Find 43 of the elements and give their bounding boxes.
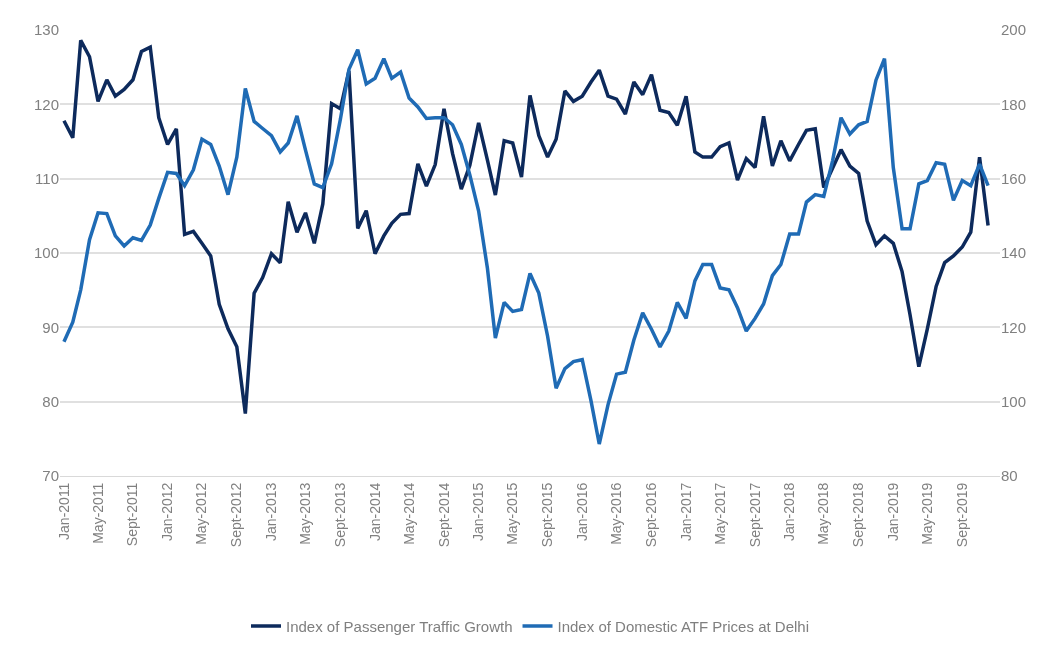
y2-tick-label: 100 <box>1001 392 1027 410</box>
y-tick-label: 130 <box>33 21 59 39</box>
x-tick-label: May-2018 <box>815 482 832 545</box>
x-tick-label: Sept-2015 <box>539 482 556 548</box>
x-tick-label: Jan-2013 <box>262 482 279 541</box>
x-tick-label: May-2012 <box>193 482 210 545</box>
y-tick-label: 70 <box>42 467 59 485</box>
x-tick-label: Sept-2013 <box>331 482 348 548</box>
x-tick-label: Jan-2019 <box>884 482 901 541</box>
x-tick-label: Sept-2018 <box>850 482 867 548</box>
x-tick-label: Jan-2014 <box>366 482 383 541</box>
x-tick-label: Jan-2017 <box>677 482 694 541</box>
x-tick-label: Sept-2012 <box>228 482 245 548</box>
x-tick-label: Jan-2015 <box>470 482 487 541</box>
y-tick-label: 80 <box>42 392 59 410</box>
x-tick-label: May-2016 <box>608 482 625 545</box>
x-tick-label: May-2017 <box>711 482 728 545</box>
x-tick-label: May-2011 <box>89 482 106 544</box>
x-tick-label: Sept-2014 <box>435 482 452 548</box>
y2-tick-label: 160 <box>1001 169 1027 187</box>
x-tick-label: Jan-2012 <box>159 482 176 541</box>
legend-label: Index of Domestic ATF Prices at Delhi <box>557 617 809 635</box>
y-tick-label: 120 <box>33 95 59 113</box>
y-tick-label: 110 <box>35 169 59 187</box>
x-tick-label: May-2019 <box>918 482 935 545</box>
y2-tick-label: 120 <box>1001 318 1027 336</box>
y-tick-label: 100 <box>33 244 59 262</box>
y2-tick-label: 80 <box>1001 467 1018 485</box>
x-tick-label: Sept-2017 <box>746 482 763 548</box>
x-tick-label: Sept-2011 <box>124 482 141 547</box>
y2-tick-label: 200 <box>1001 21 1027 39</box>
y2-tick-label: 140 <box>1001 244 1027 262</box>
x-tick-label: May-2013 <box>297 482 314 545</box>
legend-label: Index of Passenger Traffic Growth <box>286 617 513 635</box>
x-tick-label: Jan-2011 <box>55 482 72 540</box>
x-tick-label: May-2015 <box>504 482 521 545</box>
x-tick-label: Sept-2019 <box>953 482 970 548</box>
y2-tick-label: 180 <box>1001 95 1027 113</box>
x-tick-label: Jan-2018 <box>781 482 798 541</box>
y-tick-label: 90 <box>42 318 59 336</box>
x-tick-label: Jan-2016 <box>573 482 590 541</box>
x-tick-label: Sept-2016 <box>643 482 660 548</box>
x-tick-label: May-2014 <box>400 482 417 545</box>
